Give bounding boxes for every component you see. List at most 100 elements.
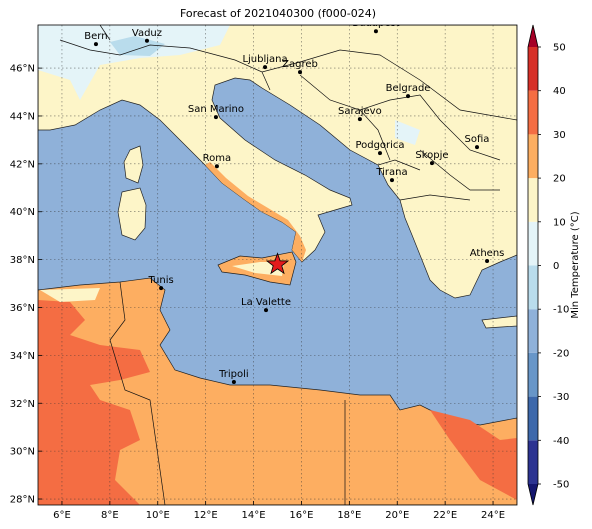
- star-marker: [265, 252, 290, 275]
- city-label: San Marino: [188, 104, 244, 115]
- colorbar-band: [528, 265, 538, 310]
- city-dot: [429, 161, 434, 166]
- x-tick-label: 16°E: [289, 510, 313, 521]
- hot-area: [430, 410, 517, 500]
- crete: [481, 315, 517, 329]
- city-dot: [264, 308, 269, 313]
- x-tick-label: 22°E: [433, 510, 457, 521]
- city-dot: [213, 115, 218, 120]
- colorbar: -50 -40 -30 -20 -10 0 10 20 30 40 50: [527, 24, 569, 506]
- y-tick-label: 44°N: [10, 111, 35, 122]
- cold-patch: [38, 25, 230, 100]
- corsica: [123, 145, 144, 184]
- x-tick-label: 6°E: [53, 510, 71, 521]
- city-dot: [231, 379, 236, 384]
- city-label: Sofia: [465, 134, 490, 145]
- city-dot: [214, 164, 219, 169]
- y-tick-label: 38°N: [10, 255, 35, 266]
- city-dot: [93, 42, 98, 47]
- colorbar-band: [528, 178, 538, 222]
- city-label: Roma: [203, 153, 232, 164]
- city-label: Ljubljana: [242, 54, 287, 65]
- y-tick-label: 28°N: [10, 495, 35, 506]
- x-tick-label: 12°E: [194, 510, 218, 521]
- map-frame: [37, 24, 518, 506]
- city-dot: [357, 117, 362, 122]
- sardinia: [117, 187, 147, 241]
- colorbar-tick-label: 20: [553, 174, 566, 185]
- colorbar-band: [528, 134, 538, 179]
- city-dot: [475, 145, 480, 150]
- colorbar-tick-label: 50: [553, 43, 566, 54]
- city-label: Podgorica: [355, 140, 404, 151]
- colorbar-over: [528, 25, 538, 47]
- city-label: Vaduz: [132, 28, 162, 39]
- colorbar-tick-label: -30: [553, 392, 569, 403]
- colorbar-tick-label: -20: [553, 348, 569, 359]
- hot-area: [38, 300, 150, 505]
- mild-area: [40, 288, 100, 302]
- borders: [59, 25, 517, 505]
- city-label: Tripoli: [218, 369, 249, 380]
- colorbar-band: [528, 396, 538, 441]
- x-tick-label: 10°E: [146, 510, 170, 521]
- city-dot: [485, 259, 490, 264]
- city-dot: [389, 178, 394, 183]
- cold-patch: [395, 120, 420, 145]
- land-africa: [38, 277, 517, 505]
- y-tick-label: 30°N: [10, 447, 35, 458]
- city-label: Zagreb: [282, 59, 318, 70]
- colorbar-tick-label: 10: [553, 217, 566, 228]
- colorbar-tick-label: -40: [553, 436, 569, 447]
- city-dot: [406, 94, 411, 99]
- colorbar-label: Min Temperature (°C): [570, 211, 581, 318]
- city-dot: [159, 286, 164, 291]
- city-label: Bern: [84, 31, 107, 42]
- city-dot: [298, 70, 303, 75]
- y-tick-label: 32°N: [10, 399, 35, 410]
- colorbar-band: [528, 352, 538, 397]
- x-tick-label: 14°E: [242, 510, 266, 521]
- colorbar-band: [528, 309, 538, 353]
- city-dot: [263, 65, 268, 70]
- colorbar-tick-label: -50: [553, 480, 569, 491]
- x-tick-label: 24°E: [481, 510, 505, 521]
- colorbar-tick-label: -10: [553, 305, 569, 316]
- colorbar-tick-label: 0: [553, 261, 559, 272]
- city-label: La Valette: [241, 297, 291, 308]
- y-tick-label: 46°N: [10, 64, 35, 75]
- city-label: Sarajevo: [338, 106, 382, 117]
- cold-patch: [110, 36, 165, 56]
- city-label: Skopje: [415, 150, 448, 161]
- y-tick-label: 42°N: [10, 159, 35, 170]
- x-tick-label: 20°E: [385, 510, 409, 521]
- city-label: Budapest: [352, 18, 399, 29]
- city-label: Tirana: [375, 167, 407, 178]
- city-label: Tunis: [147, 275, 173, 286]
- y-tick-label: 34°N: [10, 351, 35, 362]
- colorbar-tick-label: 30: [553, 130, 566, 141]
- grid: [38, 25, 517, 505]
- axes: 6°E 8°E 10°E 12°E 14°E 16°E 18°E 20°E 22°E 24°E 28…: [10, 64, 505, 521]
- city-label: Athens: [470, 248, 505, 259]
- city-dot: [378, 151, 383, 156]
- colorbar-band: [528, 440, 538, 484]
- colorbar-band: [528, 221, 538, 266]
- y-tick-label: 36°N: [10, 303, 35, 314]
- x-tick-label: 18°E: [337, 510, 361, 521]
- city-label: Belgrade: [386, 83, 431, 94]
- y-tick-label: 40°N: [10, 207, 35, 218]
- colorbar-under: [528, 484, 538, 505]
- x-tick-label: 8°E: [101, 510, 119, 521]
- colorbar-band: [528, 90, 538, 135]
- title: Forecast of 2021040300 (f000-024): [180, 7, 376, 20]
- city-dot: [373, 29, 378, 34]
- city-dot: [144, 38, 149, 43]
- colorbar-band: [528, 47, 538, 91]
- colorbar-tick-label: 40: [553, 86, 566, 97]
- warm-coast: [205, 162, 306, 262]
